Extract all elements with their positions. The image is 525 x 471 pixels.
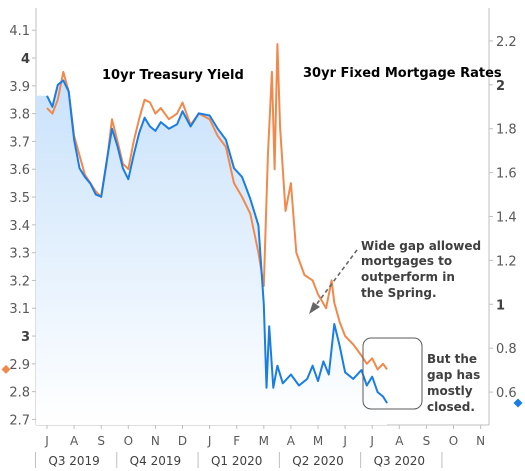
- left-tick-label: 2.7: [9, 413, 30, 428]
- month-tick-label: N: [476, 434, 485, 448]
- quarter-label: Q3 2019: [48, 454, 99, 468]
- right-axis: 0.6 0.8 1 1.2 1.4 1.6 1.8 2 2.2: [489, 35, 517, 401]
- right-tick-label: 1.8: [496, 123, 517, 138]
- left-tick-label: 3.7: [9, 135, 30, 150]
- month-tick-label: A: [287, 434, 296, 448]
- right-tick-label: 0.6: [496, 386, 517, 401]
- annotation-gap-arrow: [309, 249, 358, 314]
- left-tick-label: 3.4: [9, 219, 30, 234]
- left-tick-label: 3.6: [9, 163, 30, 178]
- left-tick-label: 3.3: [9, 247, 30, 262]
- annotation-gap-text: Wide gap allowed mortgages to outperform…: [361, 239, 485, 300]
- quarter-label: Q4 2019: [130, 454, 181, 468]
- month-tick-label: J: [44, 434, 49, 448]
- right-tick-label: 1.6: [496, 167, 517, 182]
- left-tick-label: 3.1: [9, 302, 30, 317]
- right-tick-label: 1.4: [496, 211, 517, 226]
- left-tick-label: 4.1: [9, 24, 30, 39]
- quarter-label: Q2 2020: [292, 454, 343, 468]
- month-tick-label: D: [178, 434, 187, 448]
- month-tick-label: J: [342, 434, 347, 448]
- month-tick-label: S: [423, 434, 431, 448]
- left-tick-label: 2.8: [9, 386, 30, 401]
- left-tick-label: 2.9: [9, 358, 30, 373]
- annotation-closed-text: But the gap has mostly closed.: [427, 352, 484, 414]
- month-tick-label: M: [259, 434, 269, 448]
- treasury-current-marker: [513, 398, 523, 408]
- month-tick-label: O: [124, 434, 133, 448]
- mortgage-rate-line: [46, 43, 388, 371]
- treasury-series-title: 10yr Treasury Yield: [102, 68, 244, 83]
- left-tick-label: 3.2: [9, 274, 30, 289]
- month-tick-label: F: [233, 434, 240, 448]
- month-tick-label: M: [313, 434, 323, 448]
- month-tick-label: J: [207, 434, 212, 448]
- treasury-yield-area: [36, 80, 388, 426]
- quarter-labels: Q3 2019 Q4 2019 Q1 2020 Q2 2020 Q3 2020: [34, 452, 443, 468]
- right-tick-label: 1.2: [496, 254, 517, 269]
- month-tick-label: J: [369, 434, 374, 448]
- left-axis: 2.7 2.8 2.9 3 3.1 3.2 3.3 3.4 3.5 3.6 3.7 3.8 3.9 4 4.…: [9, 24, 36, 428]
- left-tick-label: 3.8: [9, 108, 30, 123]
- mortgage-series-title: 30yr Fixed Mortgage Rates: [303, 66, 502, 81]
- month-tick-label: A: [70, 434, 79, 448]
- left-tick-label: 3.5: [9, 191, 30, 206]
- month-tick-label: A: [395, 434, 404, 448]
- right-tick-label: 1: [496, 298, 505, 313]
- quarter-label: Q1 2020: [211, 454, 262, 468]
- left-tick-label: 3.9: [9, 80, 30, 95]
- month-tick-label: S: [97, 434, 105, 448]
- month-tick-label: N: [151, 434, 160, 448]
- left-tick-label: 4: [21, 52, 30, 67]
- month-tick-label: O: [449, 434, 458, 448]
- quarter-label: Q3 2020: [374, 454, 425, 468]
- right-tick-label: 2: [496, 79, 505, 94]
- mortgage-current-marker: [1, 364, 11, 374]
- right-tick-label: 2.2: [496, 35, 517, 50]
- right-tick-label: 0.8: [496, 342, 517, 357]
- left-tick-label: 3: [21, 330, 30, 345]
- annotation-closed-box: [362, 337, 423, 410]
- treasury-yield-line: [46, 79, 388, 404]
